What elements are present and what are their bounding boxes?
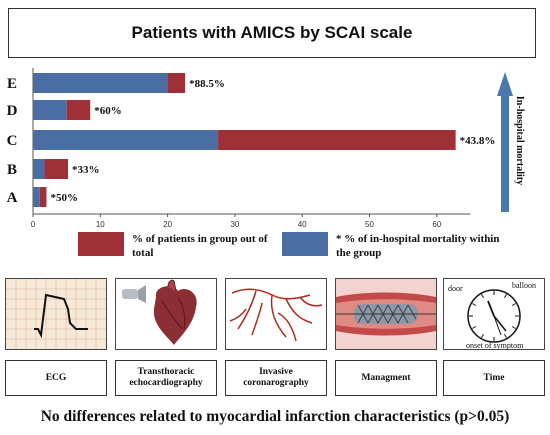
footer-note: No differences related to myocardial inf… [40,408,510,425]
management-panel [335,278,437,350]
heart-icon [116,279,216,349]
legend-label-patients: % of patients in group out of total [132,233,268,259]
panel-label-management: Managment [335,360,437,396]
ecg-icon [6,279,106,349]
x-tick-label: 30 [230,220,239,229]
chart-title: Patients with AMICS by SCAI scale [8,8,536,58]
ecg-panel [5,278,107,350]
legend-swatch-blue [282,232,328,256]
panel-label-ecg: ECG [5,360,107,396]
bar-segment [167,73,186,93]
bar-segment [33,187,40,207]
x-tick-label: 10 [96,220,105,229]
category-label: A [7,190,18,206]
panel-label-echo: Transthoracic echocardiography [115,360,217,396]
x-tick-label: 60 [432,220,441,229]
coronary-panel [225,278,327,350]
x-tick-label: 50 [365,220,374,229]
category-label: E [7,76,17,92]
x-tick-label: 20 [163,220,172,229]
bar-segment [33,100,67,120]
bar-segment [218,130,456,150]
coronary-icon [226,279,326,349]
legend-label-mortality: * % of in-hospital mortality within the … [336,233,500,259]
x-tick-label: 40 [298,220,307,229]
bar-annotation: *60% [94,105,122,117]
mortality-arrow-icon [497,72,513,212]
stent-icon [336,279,436,349]
legend-item-patients: % of patients in group out of total [78,232,278,272]
clock-onset-label: onset of symptom [466,341,524,349]
bar-annotation: *43.8% [460,135,496,147]
mortality-axis-text: In-hospital mortality [514,95,526,185]
bars [33,73,456,207]
legend-swatch-red [78,232,124,256]
bar-segment [33,159,45,179]
bar-segment [66,100,91,120]
panel-label-time: Time [443,360,545,396]
time-panel: door balloon onset of symptom [443,278,545,350]
clock-icon: door balloon onset of symptom [444,279,544,349]
echo-panel [115,278,217,350]
category-label: C [7,133,18,149]
bar-annotation: *33% [72,164,100,176]
category-label: B [7,162,17,178]
clock-balloon-label: balloon [512,281,536,290]
mortality-axis-label: In-hospital mortality [513,85,527,195]
bar-segment [33,130,219,150]
legend-item-mortality: * % of in-hospital mortality within the … [282,232,502,272]
bar-annotations: *88.5% *60% *43.8% *33% *50% [50,78,495,204]
bar-segment [33,73,168,93]
x-tick-label: 0 [31,220,36,229]
clock-door-label: door [448,284,463,293]
bar-annotation: *88.5% [189,78,225,90]
bar-annotation: *50% [50,192,78,204]
bar-segment [44,159,68,179]
panel-label-coronary: Invasive coronarography [225,360,327,396]
bar-segment [39,187,47,207]
category-label: D [7,103,18,119]
